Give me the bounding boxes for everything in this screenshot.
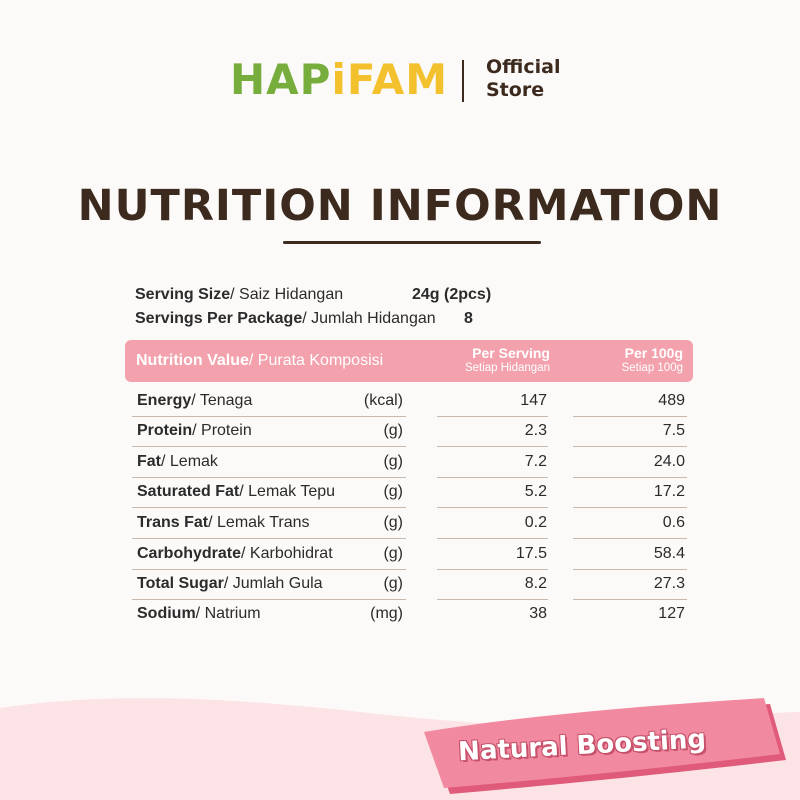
row-divider bbox=[132, 538, 406, 539]
logo-text-hap: HAP bbox=[230, 55, 332, 104]
serving-size-label-bold: Serving Size bbox=[135, 286, 231, 303]
per-serving-header: Per Serving Setiap Hidangan bbox=[465, 346, 550, 376]
row-divider bbox=[437, 538, 548, 539]
official-store-label: Official Store bbox=[486, 56, 560, 102]
row-divider bbox=[132, 507, 406, 508]
servings-per-package-value: 8 bbox=[464, 310, 473, 327]
table-row: Carbohydrate/ Karbohidrat (g) 17.5 58.4 bbox=[137, 545, 685, 562]
table-row: Sodium/ Natrium (mg) 38 127 bbox=[137, 605, 685, 622]
row-divider bbox=[132, 416, 406, 417]
serving-size: Serving Size/ Saiz Hidangan 24g (2pcs) bbox=[135, 285, 491, 305]
per-100g-subtitle: Setiap 100g bbox=[621, 362, 683, 374]
logo-divider bbox=[462, 60, 464, 102]
row-divider bbox=[573, 477, 687, 478]
row-divider bbox=[132, 569, 406, 570]
per-serving-subtitle: Setiap Hidangan bbox=[464, 362, 550, 374]
table-row: Fat/ Lemak (g) 7.2 24.0 bbox=[137, 453, 685, 470]
row-divider bbox=[573, 569, 687, 570]
table-row: Protein/ Protein (g) 2.3 7.5 bbox=[137, 422, 685, 439]
table-row: Trans Fat/ Lemak Trans (g) 0.2 0.6 bbox=[137, 514, 685, 531]
hapifam-logo: HAPiFAM bbox=[230, 52, 448, 108]
row-divider bbox=[573, 538, 687, 539]
per-100g-header: Per 100g Setiap 100g bbox=[622, 346, 683, 376]
brand-header: HAPiFAM Official Store bbox=[0, 52, 800, 108]
nutrition-value-header: Nutrition Value/ Purata Komposisi bbox=[136, 352, 384, 369]
row-divider bbox=[573, 446, 687, 447]
logo-text-fam: FAM bbox=[346, 55, 449, 104]
row-divider bbox=[437, 507, 548, 508]
logo-text-i: i bbox=[331, 55, 347, 104]
row-divider bbox=[437, 599, 548, 600]
row-divider bbox=[437, 477, 548, 478]
row-divider bbox=[573, 599, 687, 600]
store-line-1: Official bbox=[486, 56, 561, 78]
row-divider bbox=[573, 507, 687, 508]
per-serving-title: Per Serving bbox=[472, 345, 550, 361]
row-divider bbox=[437, 569, 548, 570]
row-divider bbox=[573, 416, 687, 417]
row-divider bbox=[132, 477, 406, 478]
row-divider bbox=[437, 446, 548, 447]
row-divider bbox=[132, 599, 406, 600]
bottom-wave-decoration bbox=[0, 698, 800, 800]
row-divider bbox=[132, 446, 406, 447]
servings-per-package-label-bold: Servings Per Package bbox=[135, 310, 303, 327]
servings-per-package-label-rest: / Jumlah Hidangan bbox=[302, 310, 436, 327]
store-line-2: Store bbox=[486, 79, 545, 101]
row-divider bbox=[437, 416, 548, 417]
title-underline bbox=[283, 241, 541, 244]
serving-size-value: 24g (2pcs) bbox=[412, 286, 492, 303]
table-row: Total Sugar/ Jumlah Gula (g) 8.2 27.3 bbox=[137, 575, 685, 592]
page-title: NUTRITION INFORMATION bbox=[77, 181, 723, 231]
table-header: Nutrition Value/ Purata Komposisi Per Se… bbox=[125, 340, 693, 382]
per-100g-title: Per 100g bbox=[624, 345, 683, 361]
servings-per-package: Servings Per Package/ Jumlah Hidangan 8 bbox=[135, 309, 473, 329]
table-row: Energy/ Tenaga (kcal) 147 489 bbox=[137, 392, 685, 409]
table-row: Saturated Fat/ Lemak Tepu (g) 5.2 17.2 bbox=[137, 483, 685, 500]
serving-size-label-rest: / Saiz Hidangan bbox=[230, 286, 344, 303]
